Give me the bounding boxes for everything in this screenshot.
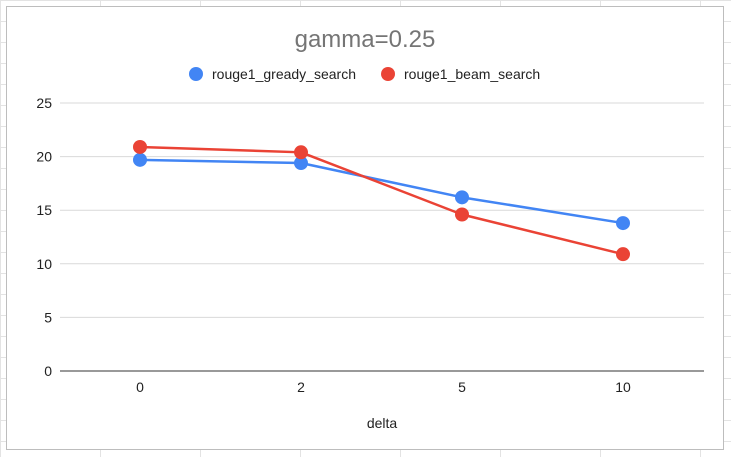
y-tick-label: 25	[36, 95, 52, 111]
y-axis-tick-labels: 0 5 10 15 20 25	[36, 95, 52, 379]
data-point[interactable]	[133, 152, 147, 167]
series-line	[138, 158, 625, 225]
x-tick-label: 10	[615, 379, 631, 395]
series-line	[138, 145, 625, 256]
x-axis-tick-labels: 0 2 5 10	[136, 379, 631, 395]
data-series[interactable]	[133, 139, 630, 262]
data-point[interactable]	[616, 247, 630, 262]
legend-marker-beam	[381, 67, 395, 81]
legend[interactable]: rouge1_gready_search rouge1_beam_search	[189, 66, 540, 82]
chart-title: gamma=0.25	[295, 26, 436, 53]
legend-marker-greedy	[189, 67, 203, 81]
chart-frame[interactable]	[6, 6, 724, 450]
data-point[interactable]	[133, 139, 147, 154]
legend-label-greedy: rouge1_gready_search	[212, 66, 356, 82]
series-1[interactable]	[133, 139, 630, 262]
gridlines	[60, 102, 704, 318]
data-point[interactable]	[294, 145, 308, 160]
x-tick-label: 0	[136, 379, 144, 395]
data-point[interactable]	[616, 216, 630, 231]
data-point[interactable]	[294, 156, 308, 171]
y-tick-label: 5	[44, 309, 52, 325]
y-tick-label: 20	[36, 149, 52, 165]
legend-label-beam: rouge1_beam_search	[404, 66, 540, 82]
y-tick-label: 0	[44, 363, 52, 379]
data-point[interactable]	[455, 207, 469, 222]
x-tick-label: 2	[297, 379, 305, 395]
y-tick-label: 10	[36, 256, 52, 272]
y-tick-label: 15	[36, 202, 52, 218]
data-point[interactable]	[455, 190, 469, 205]
x-axis-title: delta	[367, 415, 398, 431]
x-tick-label: 5	[458, 379, 466, 395]
series-0[interactable]	[133, 152, 630, 231]
